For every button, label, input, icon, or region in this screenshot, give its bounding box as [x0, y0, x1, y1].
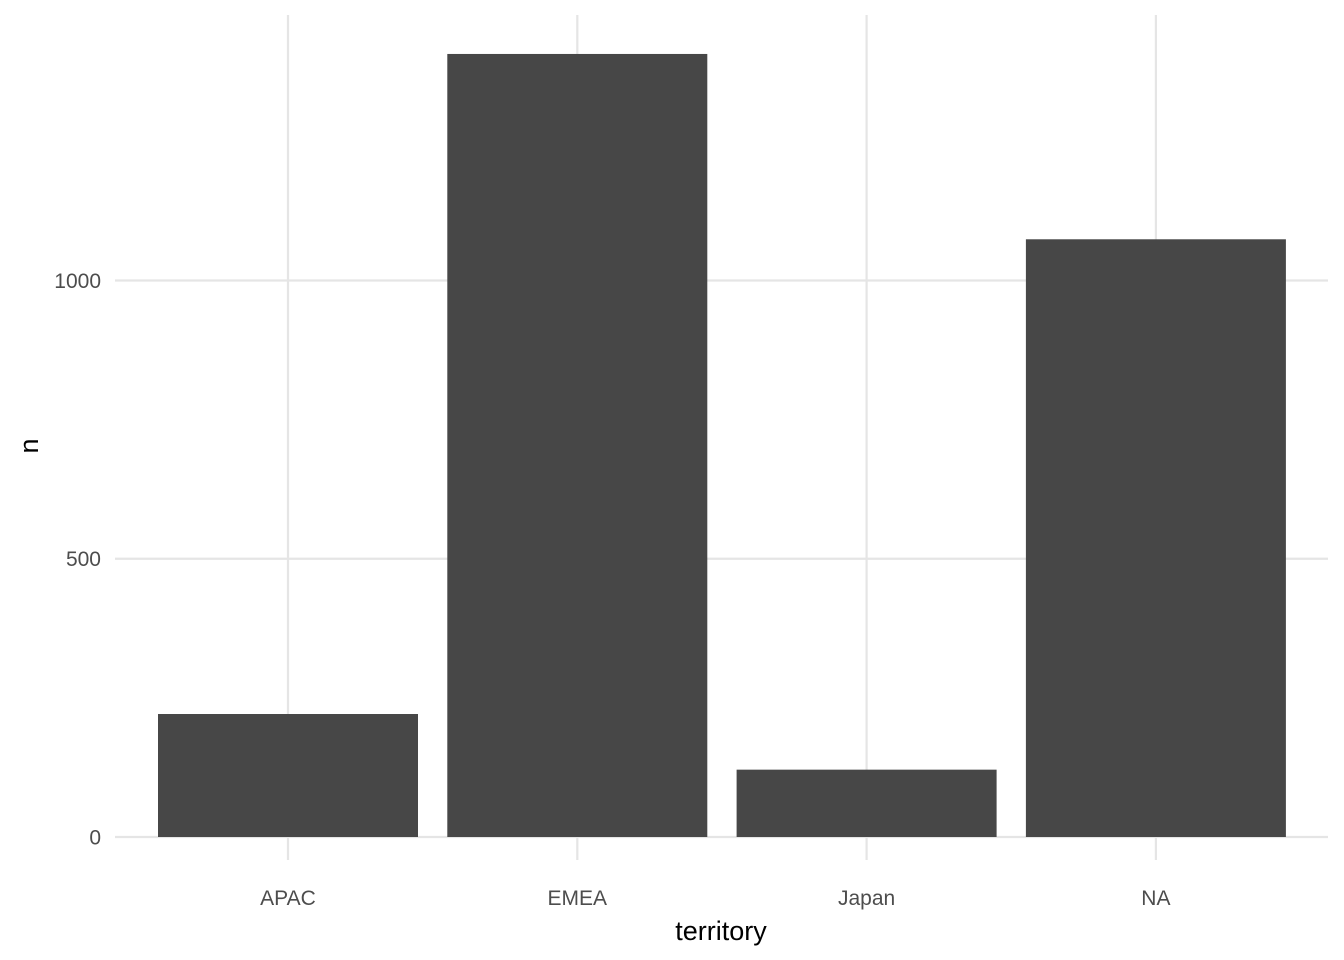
y-tick-label: 0 [89, 827, 101, 850]
bar-emea [447, 53, 708, 838]
x-tick-label: APAC [260, 887, 316, 910]
y-axis-ticks: 0 500 1000 [54, 270, 101, 850]
x-tick-label: EMEA [548, 887, 608, 910]
bar-na [1025, 239, 1286, 837]
bars [158, 53, 1286, 838]
x-axis-ticks: APAC EMEA Japan NA [260, 887, 1170, 910]
x-tick-label: NA [1141, 887, 1170, 910]
y-tick-label: 1000 [54, 270, 101, 293]
bar-japan [736, 769, 997, 837]
x-tick-label: Japan [838, 887, 895, 910]
y-tick-label: 500 [66, 548, 101, 571]
bar-apac [158, 714, 418, 837]
y-axis-title: n [14, 438, 44, 453]
x-axis-title: territory [675, 916, 767, 946]
